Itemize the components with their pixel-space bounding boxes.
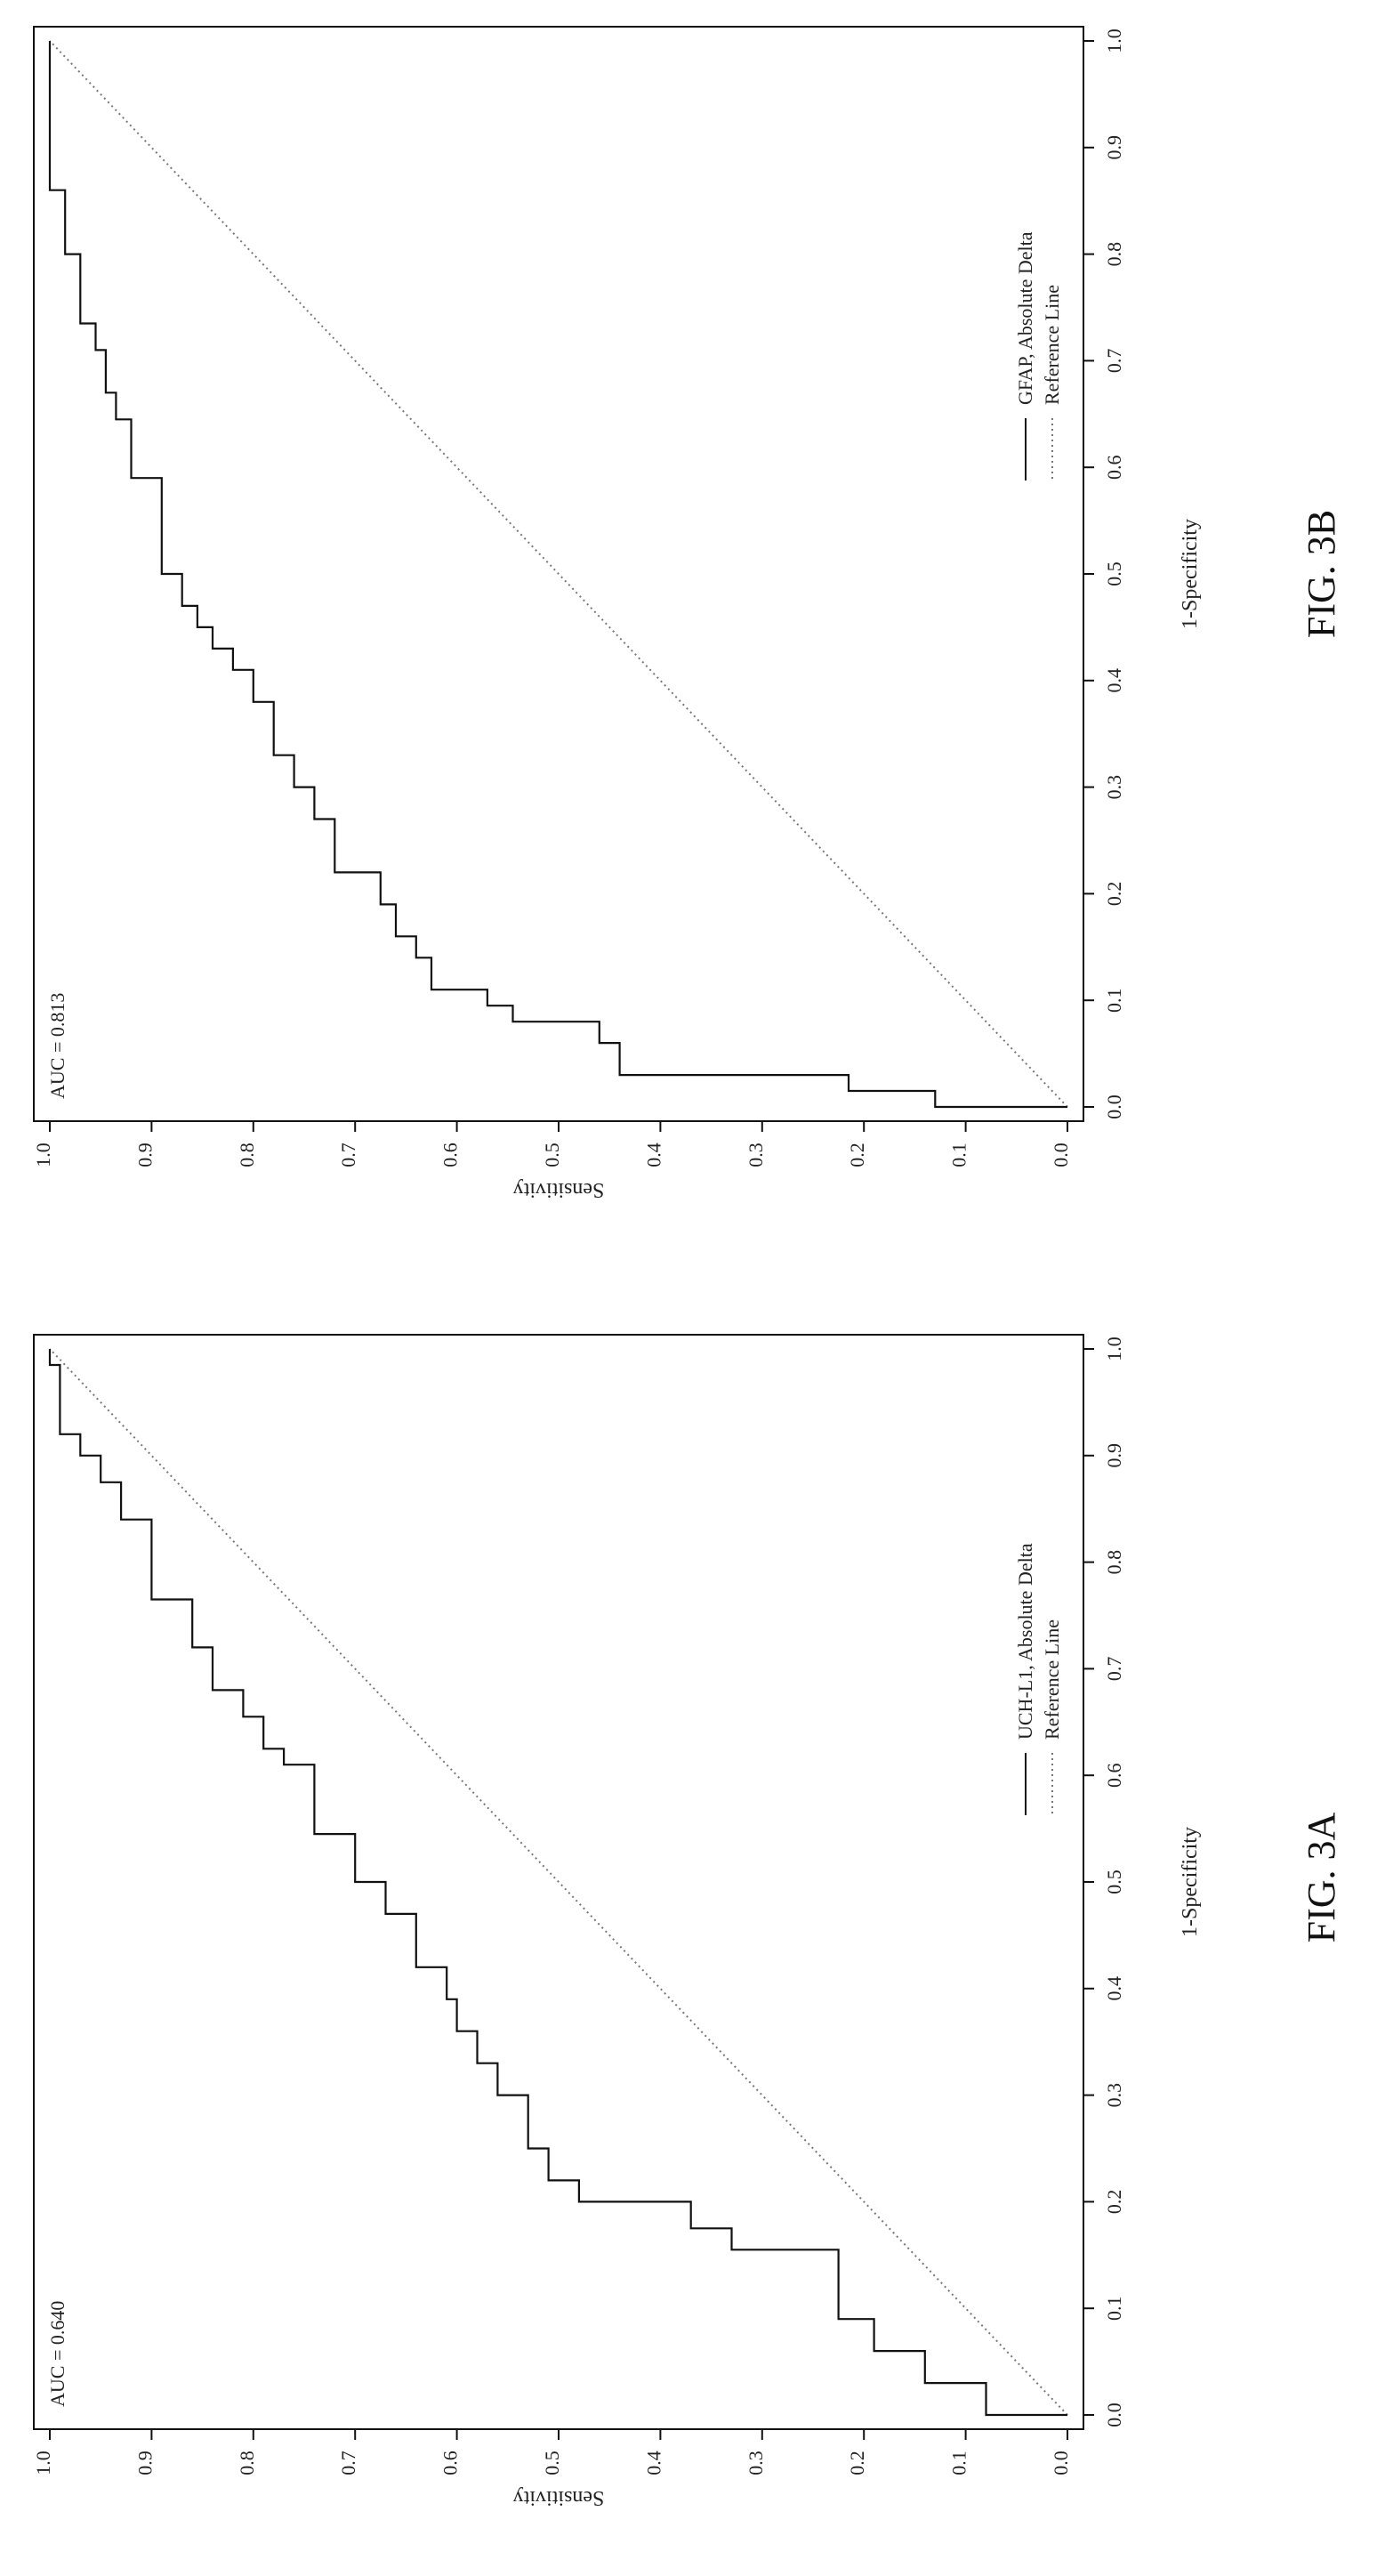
auc-annotation: AUC = 0.640 xyxy=(46,2301,68,2407)
y-tick-label: 0.3 xyxy=(745,1143,767,1167)
y-tick-label: 0.6 xyxy=(439,1143,462,1167)
y-tick-label: 0.4 xyxy=(642,2451,664,2475)
legend: UCH-L1, Absolute Delta Reference Line xyxy=(1014,1543,1063,1815)
y-tick-label: 0.0 xyxy=(1050,2451,1072,2475)
reference-line xyxy=(49,1348,1068,2416)
x-tick-label: 0.3 xyxy=(1103,775,1125,800)
x-tick-label: 0.0 xyxy=(1103,2402,1125,2427)
roc-curve-gfap xyxy=(48,41,1067,1109)
y-tick-label: 0.5 xyxy=(541,2451,563,2475)
legend-label-series: GFAP, Absolute Delta xyxy=(1014,231,1036,405)
figure-caption: FIG. 3A xyxy=(1300,1812,1343,1942)
y-tick-label: 0.1 xyxy=(948,1143,970,1167)
y-tick-label: 0.9 xyxy=(133,1143,156,1167)
y-tick-label: 0.4 xyxy=(642,1143,664,1167)
x-tick-label: 0.9 xyxy=(1103,1443,1125,1468)
y-tick-label: 0.6 xyxy=(439,2451,462,2475)
auc-annotation: AUC = 0.813 xyxy=(46,993,68,1099)
x-tick-label: 0.7 xyxy=(1103,349,1125,374)
figure-caption: FIG. 3B xyxy=(1300,510,1343,638)
x-tick-label: 0.9 xyxy=(1103,135,1125,160)
roc-chart-fig-3b: 0.0 0.1 0.2 0.3 0.4 0.5 0.6 0.7 0.8 0.9 1.0 0.0 0.1… xyxy=(32,26,1343,1201)
x-tick-label: 0.3 xyxy=(1103,2083,1125,2108)
roc-chart-fig-3a: 0.0 0.1 0.2 0.3 0.4 0.5 0.6 0.7 0.8 0.9 1.0 0.0 0.1… xyxy=(32,1334,1343,2509)
x-tick-label: 0.6 xyxy=(1103,1763,1125,1788)
legend-label-reference: Reference Line xyxy=(1041,1619,1063,1740)
y-tick-label: 0.9 xyxy=(133,2451,156,2475)
y-tick-labels: 0.0 0.1 0.2 0.3 0.4 0.5 0.6 0.7 0.8 0.9 1.0 xyxy=(32,1143,1072,1167)
y-tick-label: 0.7 xyxy=(337,2451,359,2475)
x-tick-label: 0.0 xyxy=(1103,1094,1125,1119)
y-tick-label: 0.1 xyxy=(948,2451,970,2475)
y-tick-label: 0.3 xyxy=(745,2451,767,2475)
x-tick-label: 0.4 xyxy=(1103,668,1125,693)
y-tick-label: 0.2 xyxy=(846,2451,868,2475)
x-tick-label: 0.4 xyxy=(1103,1976,1125,2001)
x-tick-labels: 0.0 0.1 0.2 0.3 0.4 0.5 0.6 0.7 0.8 0.9 1.0 xyxy=(1103,1336,1125,2427)
x-tick-label: 0.2 xyxy=(1103,2190,1125,2215)
tick-marks xyxy=(49,1348,1094,2440)
y-axis-label: Sensitivity xyxy=(513,2486,605,2509)
y-tick-label: 0.8 xyxy=(236,1143,258,1167)
x-tick-label: 0.2 xyxy=(1103,882,1125,907)
x-axis-label: 1-Specificity xyxy=(1179,1827,1202,1937)
legend: GFAP, Absolute Delta Reference Line xyxy=(1014,231,1063,480)
tick-marks xyxy=(49,40,1094,1132)
reference-line xyxy=(49,40,1068,1108)
x-tick-label: 0.6 xyxy=(1103,455,1125,480)
y-axis-label: Sensitivity xyxy=(513,1178,605,1201)
legend-label-reference: Reference Line xyxy=(1041,285,1063,405)
y-tick-label: 1.0 xyxy=(32,1143,54,1167)
x-axis-label: 1-Specificity xyxy=(1179,519,1202,629)
x-tick-label: 1.0 xyxy=(1103,28,1125,53)
x-tick-label: 0.5 xyxy=(1103,1869,1125,1894)
y-tick-labels: 0.0 0.1 0.2 0.3 0.4 0.5 0.6 0.7 0.8 0.9 1.0 xyxy=(32,2451,1072,2475)
x-tick-label: 0.1 xyxy=(1103,2296,1125,2321)
y-tick-label: 0.7 xyxy=(337,1143,359,1167)
y-tick-label: 0.8 xyxy=(236,2451,258,2475)
x-tick-label: 0.8 xyxy=(1103,242,1125,267)
legend-label-series: UCH-L1, Absolute Delta xyxy=(1014,1543,1036,1740)
y-tick-label: 0.0 xyxy=(1050,1143,1072,1167)
roc-curve-uch-l1 xyxy=(48,1349,1067,2417)
y-tick-label: 0.5 xyxy=(541,1143,563,1167)
y-tick-label: 1.0 xyxy=(32,2451,54,2475)
x-tick-label: 0.1 xyxy=(1103,988,1125,1013)
x-tick-label: 0.5 xyxy=(1103,561,1125,586)
x-tick-label: 0.8 xyxy=(1103,1550,1125,1575)
x-tick-labels: 0.0 0.1 0.2 0.3 0.4 0.5 0.6 0.7 0.8 0.9 1.0 xyxy=(1103,28,1125,1119)
x-tick-label: 1.0 xyxy=(1103,1336,1125,1361)
y-tick-label: 0.2 xyxy=(846,1143,868,1167)
x-tick-label: 0.7 xyxy=(1103,1657,1125,1682)
